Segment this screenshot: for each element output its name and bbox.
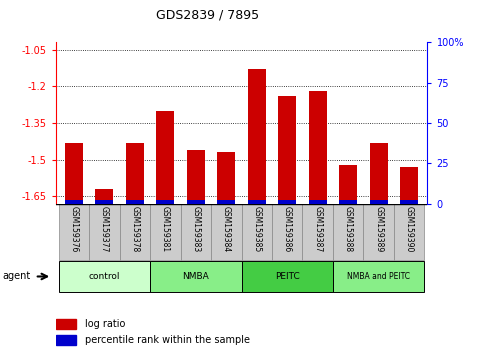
Bar xyxy=(369,143,388,204)
Bar xyxy=(58,261,150,292)
Bar xyxy=(400,167,418,204)
Bar xyxy=(150,261,242,292)
Text: PEITC: PEITC xyxy=(275,272,299,281)
Bar xyxy=(217,200,235,204)
Text: GSM159385: GSM159385 xyxy=(252,206,261,252)
Bar xyxy=(272,204,302,260)
Text: percentile rank within the sample: percentile rank within the sample xyxy=(85,335,250,345)
Bar xyxy=(156,200,174,204)
Text: GSM159388: GSM159388 xyxy=(344,206,353,252)
Text: GSM159387: GSM159387 xyxy=(313,206,322,252)
Bar xyxy=(95,200,114,204)
Bar xyxy=(394,204,425,260)
Bar xyxy=(126,143,144,204)
Text: GSM159377: GSM159377 xyxy=(100,206,109,252)
Bar xyxy=(333,204,363,260)
Bar xyxy=(120,204,150,260)
Bar xyxy=(339,165,357,204)
Bar xyxy=(186,150,205,204)
Bar xyxy=(58,204,89,260)
Bar xyxy=(333,261,425,292)
Bar xyxy=(150,204,181,260)
Text: GSM159381: GSM159381 xyxy=(161,206,170,252)
Bar xyxy=(248,200,266,204)
Text: control: control xyxy=(88,272,120,281)
Bar xyxy=(302,204,333,260)
Text: GSM159383: GSM159383 xyxy=(191,206,200,252)
Bar xyxy=(56,336,76,345)
Text: GSM159390: GSM159390 xyxy=(405,206,413,252)
Bar xyxy=(65,200,83,204)
Bar xyxy=(363,204,394,260)
Bar xyxy=(248,69,266,204)
Bar xyxy=(186,200,205,204)
Text: NMBA: NMBA xyxy=(183,272,209,281)
Bar xyxy=(126,200,144,204)
Bar xyxy=(156,111,174,204)
Text: GSM159389: GSM159389 xyxy=(374,206,383,252)
Bar xyxy=(56,319,76,329)
Text: agent: agent xyxy=(2,272,30,281)
Bar xyxy=(242,204,272,260)
Bar xyxy=(181,204,211,260)
Bar xyxy=(89,204,120,260)
Bar xyxy=(65,143,83,204)
Bar xyxy=(369,200,388,204)
Bar xyxy=(309,200,327,204)
Bar xyxy=(339,200,357,204)
Text: GSM159376: GSM159376 xyxy=(70,206,78,252)
Text: GDS2839 / 7895: GDS2839 / 7895 xyxy=(156,9,259,22)
Bar xyxy=(95,189,114,204)
Text: NMBA and PEITC: NMBA and PEITC xyxy=(347,272,410,281)
Bar xyxy=(242,261,333,292)
Bar xyxy=(217,152,235,204)
Text: GSM159386: GSM159386 xyxy=(283,206,292,252)
Bar xyxy=(309,91,327,204)
Bar xyxy=(400,200,418,204)
Bar xyxy=(278,200,297,204)
Bar xyxy=(211,204,242,260)
Bar xyxy=(278,96,297,204)
Text: log ratio: log ratio xyxy=(85,319,126,329)
Text: GSM159378: GSM159378 xyxy=(130,206,139,252)
Text: GSM159384: GSM159384 xyxy=(222,206,231,252)
